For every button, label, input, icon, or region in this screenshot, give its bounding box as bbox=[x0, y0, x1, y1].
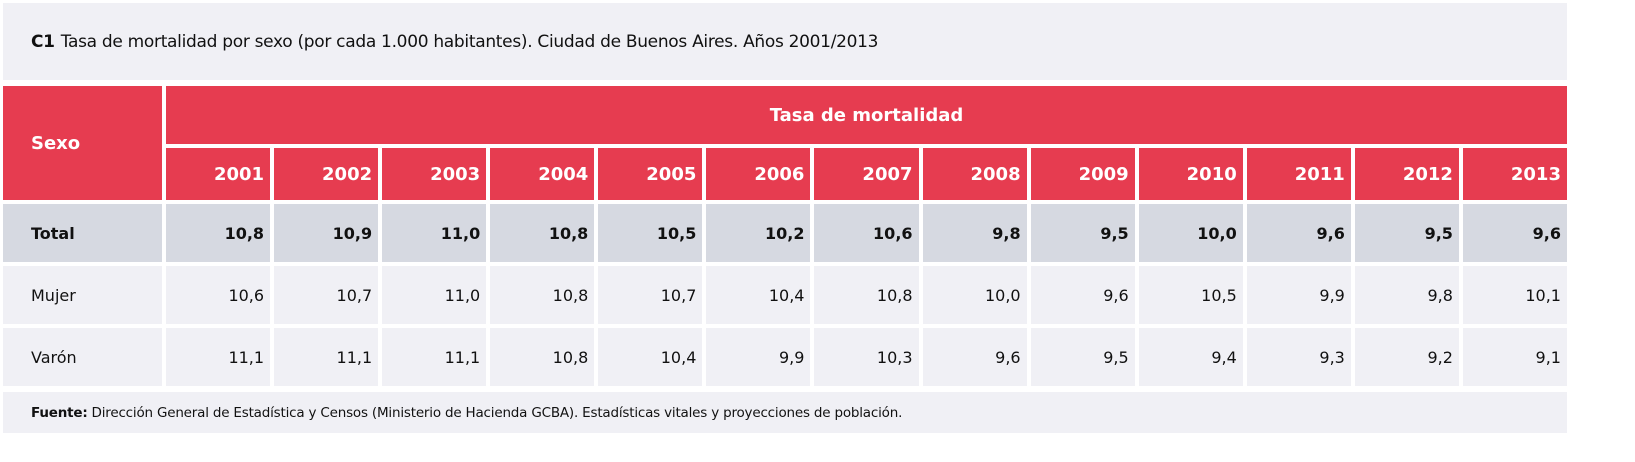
value-cell: 10,1 bbox=[1462, 266, 1567, 324]
value-cell: 9,4 bbox=[1138, 328, 1243, 386]
value-cell: 9,6 bbox=[1246, 204, 1351, 262]
value-cell: 9,9 bbox=[1246, 266, 1351, 324]
value-cell: 10,3 bbox=[814, 328, 919, 386]
value-cell: 10,5 bbox=[1138, 266, 1243, 324]
table-title-text: Tasa de mortalidad por sexo (por cada 1.… bbox=[60, 31, 879, 52]
year-header: 2012 bbox=[1354, 148, 1459, 200]
table-title: C1 Tasa de mortalidad por sexo (por cada… bbox=[3, 3, 1567, 80]
value-cell: 10,0 bbox=[922, 266, 1027, 324]
year-header: 2006 bbox=[706, 148, 811, 200]
value-cell: 10,8 bbox=[490, 328, 595, 386]
value-cell: 9,8 bbox=[1354, 266, 1459, 324]
value-cell: 10,6 bbox=[814, 204, 919, 262]
year-header: 2011 bbox=[1246, 148, 1351, 200]
year-header: 2003 bbox=[382, 148, 487, 200]
year-header: 2008 bbox=[922, 148, 1027, 200]
value-cell: 10,6 bbox=[166, 266, 271, 324]
value-cell: 9,9 bbox=[706, 328, 811, 386]
value-cell: 11,1 bbox=[166, 328, 271, 386]
value-cell: 10,8 bbox=[490, 266, 595, 324]
year-header: 2013 bbox=[1462, 148, 1567, 200]
value-cell: 10,4 bbox=[706, 266, 811, 324]
value-cell: 9,3 bbox=[1246, 328, 1351, 386]
value-cell: 10,8 bbox=[814, 266, 919, 324]
table-container: C1 Tasa de mortalidad por sexo (por cada… bbox=[3, 3, 1567, 433]
value-cell: 10,7 bbox=[598, 266, 703, 324]
header-tasa-de-mortalidad: Tasa de mortalidad bbox=[166, 86, 1567, 144]
value-cell: 10,5 bbox=[598, 204, 703, 262]
value-cell: 11,0 bbox=[382, 266, 487, 324]
year-header: 2004 bbox=[490, 148, 595, 200]
value-cell: 9,5 bbox=[1354, 204, 1459, 262]
value-cell: 9,6 bbox=[922, 328, 1027, 386]
value-cell: 11,1 bbox=[382, 328, 487, 386]
value-cell: 10,8 bbox=[490, 204, 595, 262]
row-label: Total bbox=[3, 204, 162, 262]
value-cell: 10,9 bbox=[274, 204, 379, 262]
source-label: Fuente: bbox=[31, 404, 88, 421]
value-cell: 10,7 bbox=[274, 266, 379, 324]
value-cell: 9,2 bbox=[1354, 328, 1459, 386]
value-cell: 10,8 bbox=[166, 204, 271, 262]
mortality-table: Sexo Tasa de mortalidad 2001 2002 2003 2004… bbox=[3, 86, 1567, 386]
value-cell: 10,4 bbox=[598, 328, 703, 386]
year-header: 2002 bbox=[274, 148, 379, 200]
row-label: Varón bbox=[3, 328, 162, 386]
value-cell: 9,5 bbox=[1030, 328, 1135, 386]
year-header: 2010 bbox=[1138, 148, 1243, 200]
value-cell: 11,1 bbox=[274, 328, 379, 386]
row-label: Mujer bbox=[3, 266, 162, 324]
year-header: 2009 bbox=[1030, 148, 1135, 200]
year-header: 2007 bbox=[814, 148, 919, 200]
value-cell: 9,8 bbox=[922, 204, 1027, 262]
value-cell: 9,6 bbox=[1030, 266, 1135, 324]
year-header: 2001 bbox=[166, 148, 271, 200]
value-cell: 9,6 bbox=[1462, 204, 1567, 262]
value-cell: 10,2 bbox=[706, 204, 811, 262]
table-code: C1 bbox=[31, 31, 55, 52]
header-sexo: Sexo bbox=[3, 86, 162, 200]
value-cell: 9,5 bbox=[1030, 204, 1135, 262]
value-cell: 9,1 bbox=[1462, 328, 1567, 386]
value-cell: 10,0 bbox=[1138, 204, 1243, 262]
year-header: 2005 bbox=[598, 148, 703, 200]
value-cell: 11,0 bbox=[382, 204, 487, 262]
source-text: Dirección General de Estadística y Censo… bbox=[91, 404, 903, 421]
source-note: Fuente: Dirección General de Estadística… bbox=[3, 392, 1567, 433]
